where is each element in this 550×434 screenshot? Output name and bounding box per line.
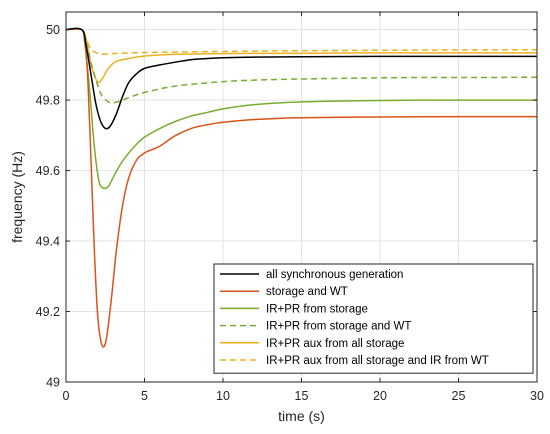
x-tick-label: 10	[216, 389, 230, 403]
y-tick-label: 49.6	[36, 164, 60, 178]
legend-label-5: IR+PR aux from all storage and IR from W…	[266, 355, 489, 367]
series-lines	[65, 27, 538, 348]
x-axis-label: time (s)	[278, 408, 325, 424]
legend-label-1: storage and WT	[266, 286, 348, 298]
legend: all synchronous generation storage and WT…	[213, 263, 534, 374]
grid-lines	[65, 12, 538, 383]
y-tick-label: 50	[46, 23, 60, 37]
axis-ticks: 0 5 10 15 20 25 30 49 49.2 49.4 49.6 49.8 50	[36, 12, 544, 403]
series-line-5	[65, 28, 538, 56]
x-tick-label: 20	[373, 389, 387, 403]
series-line-2	[65, 27, 538, 190]
legend-box	[213, 263, 534, 374]
x-tick-label: 5	[141, 389, 148, 403]
y-tick-label: 49.2	[36, 305, 60, 319]
legend-label-2: IR+PR from storage	[266, 303, 368, 315]
series-line-3	[65, 27, 538, 104]
x-tick-label: 25	[452, 389, 466, 403]
x-tick-label: 30	[530, 389, 544, 403]
legend-label-0: all synchronous generation	[266, 269, 403, 281]
y-tick-label: 49.4	[36, 235, 60, 249]
legend-label-4: IR+PR aux from all storage	[266, 338, 404, 350]
y-tick-label: 49	[46, 376, 60, 390]
x-tick-label: 0	[63, 389, 70, 403]
series-line-1	[65, 28, 538, 348]
series-line-4	[65, 28, 537, 84]
series-line-0	[65, 27, 537, 130]
x-tick-label: 15	[295, 389, 309, 403]
y-axis-label: frequency (Hz)	[9, 151, 25, 243]
legend-label-3: IR+PR from storage and WT	[266, 321, 411, 333]
y-tick-label: 49.8	[36, 94, 60, 108]
